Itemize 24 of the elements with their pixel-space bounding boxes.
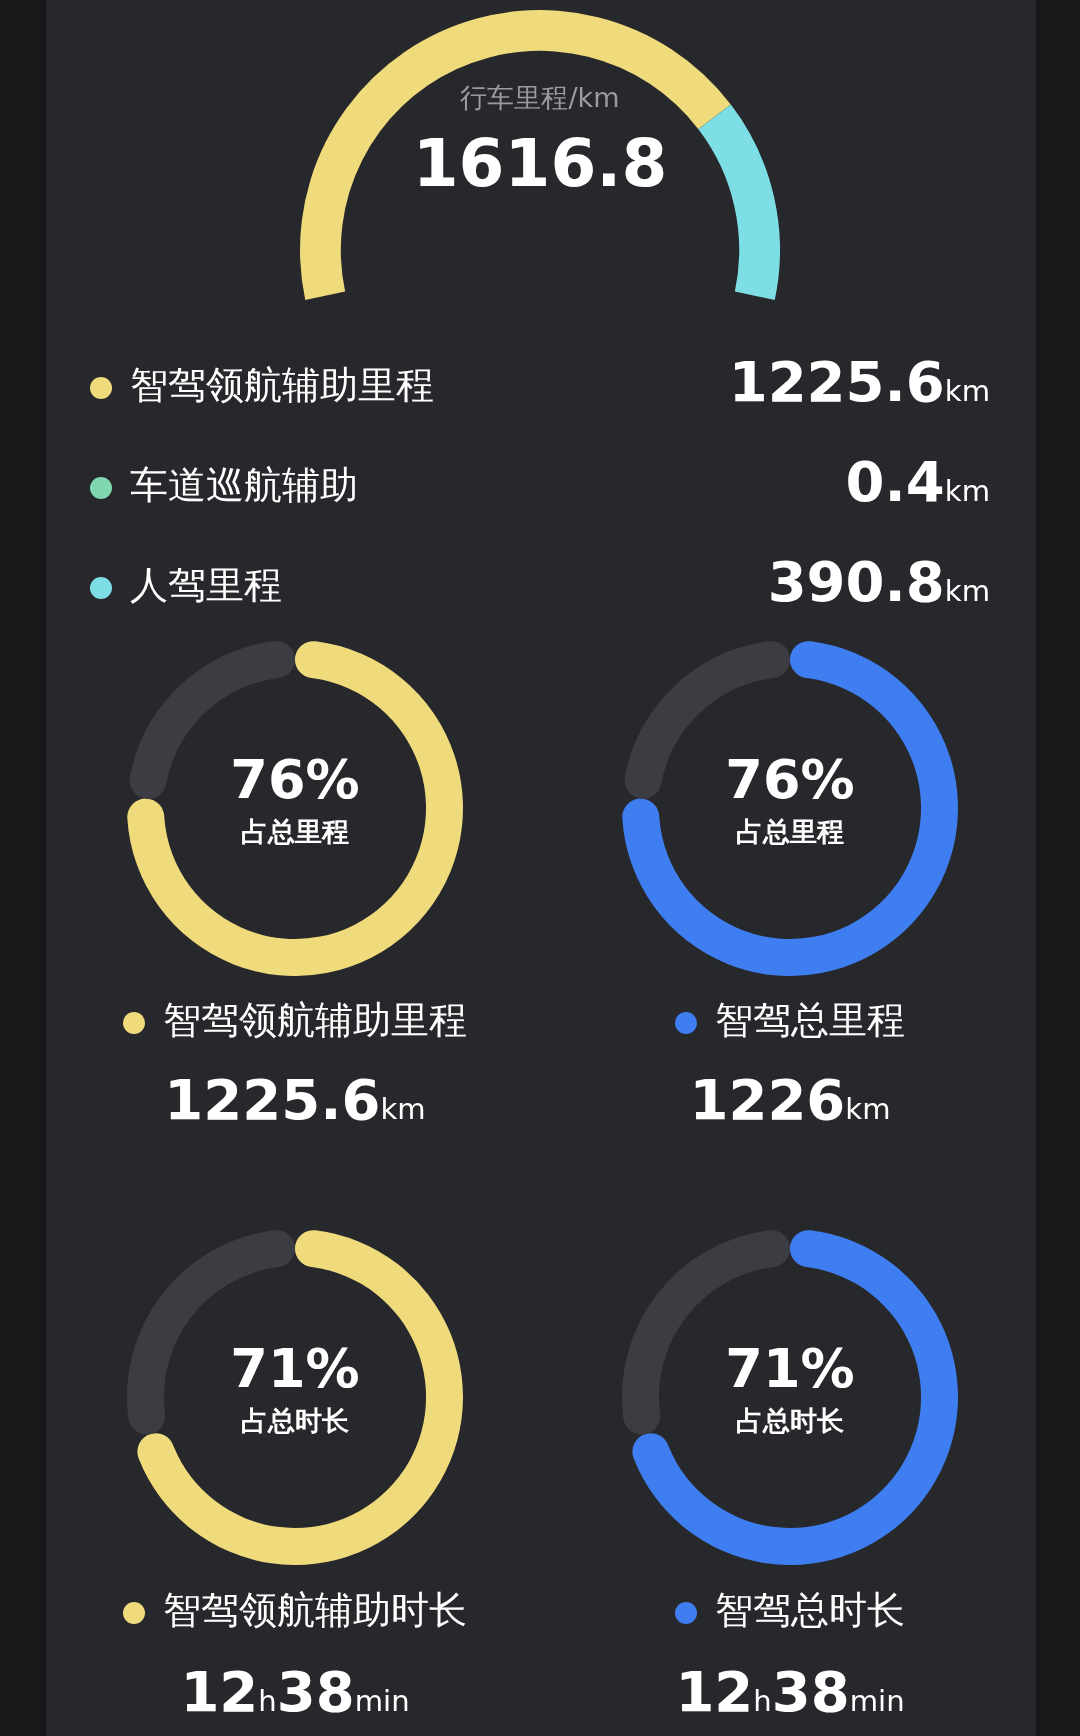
text: 占总里程 [240, 815, 350, 849]
data-label: 390.8km [767, 549, 990, 614]
text: 占总时长 [735, 1404, 845, 1438]
legend-label: 智驾总时长 [714, 1587, 906, 1634]
legend-label: 智驾领航辅助里程 [162, 997, 468, 1044]
text: 1226km [689, 1067, 891, 1132]
text: 12h38min [180, 1659, 410, 1724]
data-label: 71% [229, 1337, 361, 1400]
data-label: 76% [724, 748, 856, 811]
legend-label: 智驾领航辅助时长 [162, 1587, 468, 1634]
data-label: 71% [724, 1337, 856, 1400]
legend-label: 车道巡航辅助 [129, 462, 358, 509]
text: 12h38min [675, 1659, 905, 1724]
data-label: 1225.6km [728, 349, 990, 414]
text: 1616.8 [411, 125, 669, 202]
legend-label: 人驾里程 [129, 562, 282, 609]
text: 行车里程/km [459, 81, 621, 115]
data-label: 0.4km [845, 449, 990, 514]
legend-label: 智驾总里程 [714, 997, 906, 1044]
text: 占总里程 [735, 815, 845, 849]
text: 1225.6km [164, 1067, 426, 1132]
legend-label: 智驾领航辅助里程 [129, 362, 434, 409]
text: 占总时长 [240, 1404, 350, 1438]
data-label: 76% [229, 748, 361, 811]
